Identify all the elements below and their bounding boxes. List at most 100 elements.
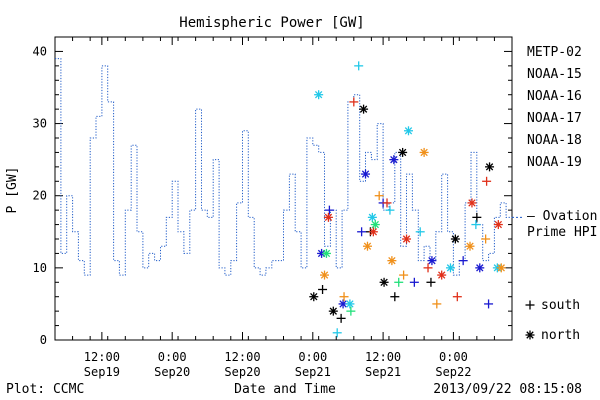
legend: METP-02 NOAA-15 NOAA-16 NOAA-17 NOAA-18 NOAA-… bbox=[525, 45, 597, 343]
x-tick-date: Sep21 bbox=[365, 365, 401, 379]
marker-stroke bbox=[402, 235, 411, 243]
series-noaa-19 bbox=[323, 97, 503, 302]
marker-stroke bbox=[404, 127, 413, 135]
data-point bbox=[419, 147, 429, 157]
x-tick-label: 12:00 bbox=[224, 350, 260, 364]
data-point bbox=[423, 263, 433, 273]
marker-stroke bbox=[494, 220, 503, 229]
series-noaa-15 bbox=[317, 155, 494, 309]
marker-stroke bbox=[420, 148, 428, 157]
series-noaa-18 bbox=[320, 147, 506, 309]
marker-stroke bbox=[437, 271, 446, 279]
x-tick-date: Sep20 bbox=[224, 365, 260, 379]
ovation-label-line2: Prime HPI bbox=[527, 225, 597, 240]
data-point bbox=[409, 277, 419, 287]
data-point bbox=[336, 313, 346, 323]
series-noaa-17 bbox=[321, 220, 404, 316]
y-tick-label: 10 bbox=[33, 261, 47, 275]
data-point bbox=[320, 270, 330, 280]
data-point bbox=[458, 256, 468, 266]
data-point bbox=[361, 169, 371, 179]
y-axis-label: P [GW] bbox=[5, 167, 20, 214]
data-point bbox=[437, 270, 447, 280]
data-point bbox=[445, 263, 455, 273]
y-tick-label: 20 bbox=[33, 189, 47, 203]
data-point bbox=[450, 234, 460, 244]
data-point bbox=[379, 277, 389, 287]
data-point bbox=[415, 227, 425, 237]
data-point bbox=[382, 198, 392, 208]
marker-stroke bbox=[390, 155, 398, 164]
marker-stroke bbox=[368, 213, 377, 222]
data-point bbox=[314, 90, 324, 100]
data-point bbox=[394, 277, 404, 287]
plot-area: 01020304012:00Sep190:00Sep2012:00Sep200:… bbox=[33, 36, 524, 379]
data-point bbox=[389, 155, 399, 165]
marker-stroke bbox=[468, 199, 476, 207]
data-point bbox=[367, 212, 377, 222]
data-point bbox=[471, 220, 481, 230]
x-tick-date: Sep21 bbox=[295, 365, 331, 379]
x-tick-date: Sep20 bbox=[154, 365, 190, 379]
legend-entry: NOAA-18 bbox=[527, 133, 582, 148]
legend-entry: METP-02 bbox=[527, 45, 582, 60]
data-point bbox=[496, 263, 506, 273]
symbol-key-marker bbox=[525, 300, 535, 310]
data-point bbox=[359, 104, 369, 114]
data-point bbox=[398, 147, 408, 157]
data-point bbox=[339, 292, 349, 302]
marker-stroke bbox=[322, 249, 331, 258]
ovation-label: — Ovation bbox=[527, 209, 597, 224]
legend-entry: NOAA-17 bbox=[527, 111, 582, 126]
data-point bbox=[357, 227, 367, 237]
marker-stroke bbox=[361, 170, 370, 178]
data-point bbox=[354, 61, 364, 71]
marker-stroke bbox=[320, 271, 329, 279]
chart-title: Hemispheric Power [GW] bbox=[179, 15, 364, 31]
marker-stroke bbox=[388, 256, 396, 265]
marker-stroke bbox=[339, 300, 347, 308]
data-point bbox=[374, 191, 384, 201]
marker-stroke bbox=[371, 220, 379, 229]
series-noaa-16 bbox=[314, 61, 502, 338]
marker-stroke bbox=[526, 331, 534, 339]
data-point bbox=[328, 306, 338, 316]
footer-timestamp: 2013/09/22 08:15:08 bbox=[433, 382, 582, 397]
marker-stroke bbox=[398, 148, 407, 157]
data-point bbox=[402, 234, 412, 244]
y-tick-label: 40 bbox=[33, 44, 47, 58]
series-metp-02 bbox=[309, 104, 495, 323]
x-tick-label: 12:00 bbox=[365, 350, 401, 364]
ovation-hpi-line bbox=[55, 58, 512, 276]
x-axis-label: Date and Time bbox=[234, 382, 336, 397]
legend-entry: NOAA-19 bbox=[527, 155, 582, 170]
symbol-key-marker bbox=[525, 330, 535, 340]
x-tick-label: 0:00 bbox=[439, 350, 468, 364]
legend-entry: NOAA-15 bbox=[527, 67, 582, 82]
data-point bbox=[324, 205, 334, 215]
marker-stroke bbox=[466, 242, 474, 250]
data-point bbox=[426, 277, 436, 287]
data-point bbox=[484, 299, 494, 309]
marker-stroke bbox=[451, 235, 460, 243]
x-tick-label: 0:00 bbox=[158, 350, 187, 364]
data-point bbox=[465, 241, 475, 251]
data-point bbox=[387, 256, 397, 266]
data-point bbox=[467, 198, 477, 208]
data-point bbox=[399, 270, 409, 280]
symbol-key-label: south bbox=[541, 298, 580, 313]
data-point bbox=[475, 263, 485, 273]
data-point bbox=[432, 299, 442, 309]
data-point bbox=[485, 162, 495, 172]
data-point bbox=[385, 205, 395, 215]
marker-stroke bbox=[324, 213, 333, 222]
marker-stroke bbox=[346, 300, 354, 308]
marker-stroke bbox=[485, 163, 494, 171]
marker-stroke bbox=[359, 105, 368, 113]
x-tick-date: Sep22 bbox=[435, 365, 471, 379]
data-point bbox=[368, 227, 378, 237]
data-point bbox=[452, 292, 462, 302]
data-point bbox=[403, 126, 413, 136]
data-point bbox=[346, 306, 356, 316]
marker-stroke bbox=[369, 228, 378, 236]
